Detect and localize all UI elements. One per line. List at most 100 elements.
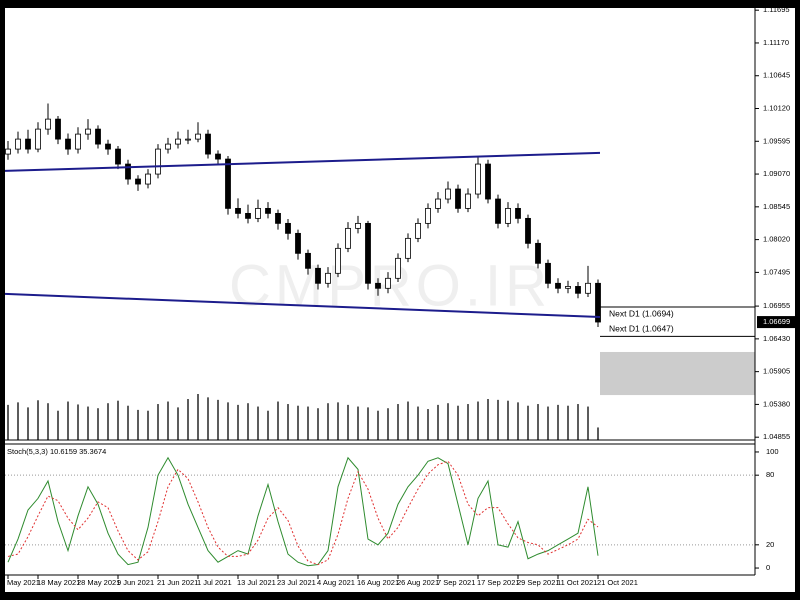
y-tick-label: 1.06955 [763,301,790,310]
y-tick-label: 0 [766,563,770,572]
candle-body [145,173,151,185]
x-tick-label: 18 May 2021 [37,578,80,587]
candle-body [295,232,301,254]
stochastic-line [7,456,599,567]
candle-body [585,282,591,294]
candle-body [165,143,171,150]
candle-body [115,148,121,165]
candle-body [175,138,181,145]
candle-body [15,138,21,150]
candle-body [285,222,291,234]
x-tick-label: 21 Oct 2021 [597,578,638,587]
candle-body [25,138,31,150]
x-tick-label: 7 Sep 2021 [437,578,475,587]
candle-body [45,118,51,130]
y-tick-label: 1.05380 [763,399,790,408]
level-label: Next D1 (1.0694) [609,308,674,318]
candle-body [465,193,471,209]
candle-body [105,143,111,150]
candle-body [305,252,311,269]
zone [600,351,755,396]
x-tick-label: 9 Jun 2021 [117,578,154,587]
x-tick-label: 17 Sep 2021 [477,578,520,587]
candle-body [335,247,341,274]
candle-body [445,188,451,200]
y-tick-label: 1.11170 [763,38,789,47]
y-tick-label: 1.08020 [763,235,790,244]
candle-body [475,163,481,195]
current-price-label: 1.06699 [763,317,790,326]
y-tick-label: 1.06430 [763,334,790,343]
candle-body [215,153,221,160]
candle-body [265,207,271,214]
candle-body [565,286,571,289]
candle-body [425,207,431,224]
y-tick-label: 1.04855 [763,432,790,441]
candle-body [325,272,331,284]
trendline [4,292,601,319]
candle-body [55,118,61,140]
candle-body [195,133,201,140]
stochastic-line [7,460,599,566]
candle-body [255,207,261,219]
candle-body [35,128,41,150]
y-tick-label: 1.10645 [763,71,790,80]
candle-body [275,212,281,224]
current-price-box [757,316,795,329]
candle-body [85,128,91,135]
x-tick-label: 16 Aug 2021 [357,578,399,587]
indicator-title: Stoch(5,3,3) 10.6159 35.3674 [7,447,106,456]
candle-body [455,188,461,209]
candle-body [495,198,501,224]
candle-body [135,178,141,185]
x-tick-label: 29 Sep 2021 [517,578,560,587]
candle-body [575,286,581,294]
y-tick-label: 1.09595 [763,136,790,145]
candle-body [525,217,531,244]
candle-body [235,207,241,214]
x-tick-label: 21 Jun 2021 [157,578,198,587]
candle-body [385,277,391,289]
candle-body [185,138,191,141]
candle-body [155,148,161,175]
x-tick-label: 26 Aug 2021 [397,578,439,587]
y-tick-label: 1.10120 [763,103,790,112]
candle-body [505,207,511,224]
y-tick-label: 1.05905 [763,367,790,376]
candle-body [65,138,71,150]
candle-body [435,198,441,209]
y-tick-label: 1.09070 [763,169,790,178]
candle-body [365,222,371,284]
trendline [4,151,601,172]
candle-body [245,212,251,219]
y-tick-label: 20 [766,540,774,549]
candle-body [315,267,321,284]
candle-body [375,282,381,289]
candle-body [5,148,11,155]
stochastic-panel: Stoch(5,3,3) 10.6159 35.3674 0 20 80 100 [5,447,779,572]
candle-body [225,158,231,209]
candle-body [405,237,411,259]
candle-body [515,207,521,219]
candle-body [125,163,131,180]
x-tick-label: 28 May 2021 [77,578,120,587]
level-label: Next D1 (1.0647) [609,324,674,334]
candle-body [355,222,361,229]
candle-body [345,227,351,249]
x-tick-label: 11 Oct 2021 [557,578,597,587]
candle-body [595,282,601,323]
candle-body [75,133,81,150]
x-tick-label: May 2021 [7,578,40,587]
x-tick-label: 1 Jul 2021 [197,578,232,587]
y-tick-label: 80 [766,470,774,479]
price-panel: CMPRO.IR1.116951.111701.106451.101201.09… [4,5,795,441]
x-tick-label: 13 Jul 2021 [237,578,276,587]
x-tick-label: 4 Aug 2021 [317,578,355,587]
candle-body [415,222,421,239]
candle-body [95,128,101,145]
y-tick-label: 1.07495 [763,267,790,276]
x-tick-label: 23 Jul 2021 [277,578,316,587]
candle-body [205,133,211,155]
